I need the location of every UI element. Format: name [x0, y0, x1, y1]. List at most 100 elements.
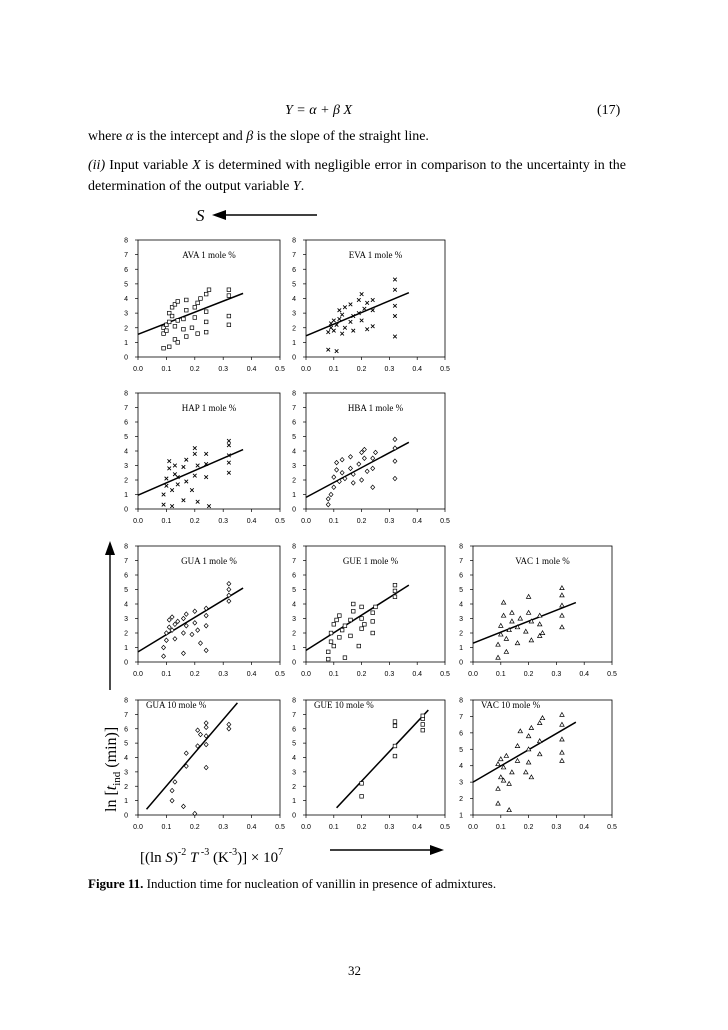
y-tick-label: 6 — [292, 726, 296, 733]
data-point — [166, 624, 172, 630]
data-point — [226, 598, 232, 604]
data-point — [364, 468, 370, 475]
y-tick-label: 5 — [124, 741, 128, 748]
y-tick-label: 8 — [292, 544, 296, 551]
text-run: is determined with negligible error in c… — [88, 158, 626, 194]
x-tick-label: 0.1 — [329, 518, 339, 525]
data-point — [169, 797, 175, 804]
figure-caption: Figure 11. Induction time for nucleation… — [88, 876, 496, 892]
data-point — [169, 488, 175, 493]
y-tick-label: 1 — [459, 813, 463, 820]
data-point — [334, 467, 340, 473]
y-tick-label: 2 — [292, 325, 296, 332]
paragraph-item-ii: (ii) Input variable X is determined with… — [88, 155, 626, 197]
data-point — [175, 340, 180, 345]
data-point — [169, 627, 175, 633]
x-tick-label: 0.2 — [357, 366, 367, 373]
data-point — [325, 501, 331, 508]
data-point — [503, 752, 510, 758]
data-point — [181, 498, 186, 503]
alpha-symbol: α — [125, 129, 134, 144]
x-tick-label: 0.3 — [552, 824, 562, 831]
y-tick-label: 5 — [459, 587, 463, 594]
y-tick-label: 7 — [292, 558, 296, 565]
data-point — [370, 308, 375, 313]
data-point — [169, 787, 175, 794]
data-point — [503, 635, 510, 641]
y-tick-label: 8 — [124, 544, 128, 551]
y-tick-label: 4 — [292, 296, 296, 303]
data-point — [559, 624, 565, 630]
data-point — [226, 721, 232, 728]
data-point — [559, 711, 565, 717]
y-tick-label: 0 — [292, 355, 296, 362]
data-point — [166, 617, 172, 623]
data-point — [500, 764, 507, 770]
data-point — [351, 601, 356, 607]
text-run: is the intercept and — [133, 129, 247, 144]
data-point — [163, 637, 169, 643]
fit-line — [137, 587, 244, 653]
fit-line — [472, 601, 577, 644]
data-point — [204, 451, 209, 457]
y-tick-label: 0 — [292, 813, 296, 820]
y-tick-label: 8 — [292, 698, 296, 705]
y-tick-label: 4 — [292, 755, 296, 762]
chart-title: HAP 1 mole % — [182, 403, 237, 413]
data-point — [161, 346, 166, 351]
x-tick-label: 0.3 — [552, 671, 562, 678]
data-point — [392, 582, 398, 588]
x-tick-label: 0.2 — [190, 824, 200, 831]
chart-title: HBA 1 mole % — [348, 403, 404, 413]
data-point — [326, 347, 331, 352]
data-point — [509, 618, 515, 624]
data-point — [175, 318, 180, 323]
data-point — [359, 616, 364, 621]
data-point — [420, 722, 425, 727]
y-tick-label: 3 — [292, 463, 296, 470]
y-tick-label: 1 — [124, 645, 128, 652]
data-point — [517, 615, 524, 621]
data-point — [340, 312, 345, 317]
chart-title: GUA 1 mole % — [181, 556, 237, 566]
data-point — [195, 463, 200, 468]
y-tick-label: 7 — [459, 714, 463, 721]
chart-title: VAC 1 mole % — [515, 556, 570, 566]
x-tick-label: 0.1 — [329, 824, 339, 831]
data-point — [370, 455, 376, 461]
data-point — [365, 300, 370, 306]
chart-title: AVA 1 mole % — [182, 250, 236, 260]
y-tick-label: 1 — [292, 798, 296, 805]
x-tick-label: 0.3 — [218, 824, 228, 831]
data-point — [161, 653, 167, 659]
y-tick-label: 4 — [459, 602, 463, 609]
data-point — [362, 306, 367, 311]
y-tick-label: 4 — [124, 602, 128, 609]
data-point — [362, 622, 367, 627]
y-tick-label: 8 — [124, 698, 128, 705]
data-point — [523, 769, 529, 775]
x-tick-label: 0.5 — [275, 824, 285, 831]
data-point — [334, 349, 339, 354]
data-point — [365, 327, 370, 332]
x-tick-label: 0.4 — [247, 671, 257, 678]
y-tick-label: 3 — [124, 616, 128, 623]
data-point — [195, 627, 201, 633]
data-point — [528, 637, 535, 643]
data-point — [342, 655, 348, 660]
data-point — [336, 478, 342, 485]
x-tick-label: 0.2 — [524, 824, 534, 831]
data-point — [226, 313, 232, 319]
data-point — [161, 325, 166, 330]
y-tick-label: 3 — [124, 769, 128, 776]
data-point — [503, 648, 510, 654]
data-point — [204, 329, 209, 335]
x-tick-label: 0.5 — [440, 366, 450, 373]
x-tick-label: 0.0 — [133, 518, 143, 525]
data-point — [392, 475, 398, 482]
data-point — [195, 331, 200, 336]
data-point — [226, 580, 232, 587]
y-tick-label: 4 — [124, 449, 128, 456]
data-point — [498, 631, 504, 637]
data-point — [189, 631, 195, 638]
